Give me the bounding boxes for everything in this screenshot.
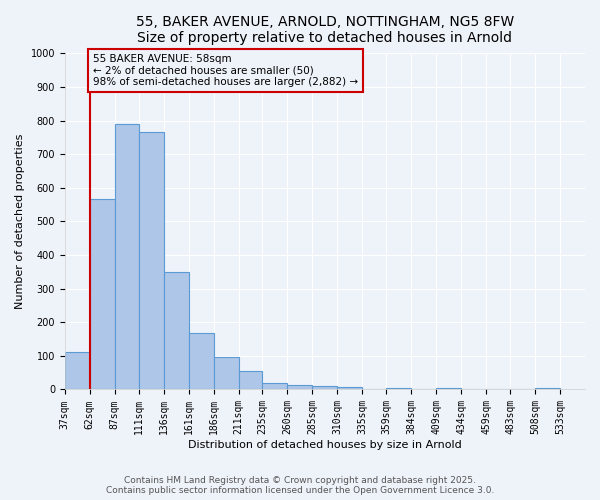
Bar <box>214 357 239 390</box>
Bar <box>535 388 560 390</box>
Bar <box>65 352 90 390</box>
X-axis label: Distribution of detached houses by size in Arnold: Distribution of detached houses by size … <box>188 440 462 450</box>
Bar <box>164 272 188 390</box>
Bar <box>287 386 313 390</box>
Bar <box>90 199 115 390</box>
Bar <box>239 371 262 390</box>
Y-axis label: Number of detached properties: Number of detached properties <box>15 134 25 309</box>
Bar <box>337 387 362 390</box>
Bar <box>188 334 214 390</box>
Bar <box>139 132 164 390</box>
Bar <box>262 384 287 390</box>
Bar <box>436 388 461 390</box>
Bar <box>313 386 337 390</box>
Title: 55, BAKER AVENUE, ARNOLD, NOTTINGHAM, NG5 8FW
Size of property relative to detac: 55, BAKER AVENUE, ARNOLD, NOTTINGHAM, NG… <box>136 15 514 45</box>
Bar <box>386 388 411 390</box>
Text: Contains HM Land Registry data © Crown copyright and database right 2025.
Contai: Contains HM Land Registry data © Crown c… <box>106 476 494 495</box>
Text: 55 BAKER AVENUE: 58sqm
← 2% of detached houses are smaller (50)
98% of semi-deta: 55 BAKER AVENUE: 58sqm ← 2% of detached … <box>93 54 358 87</box>
Bar <box>115 124 139 390</box>
